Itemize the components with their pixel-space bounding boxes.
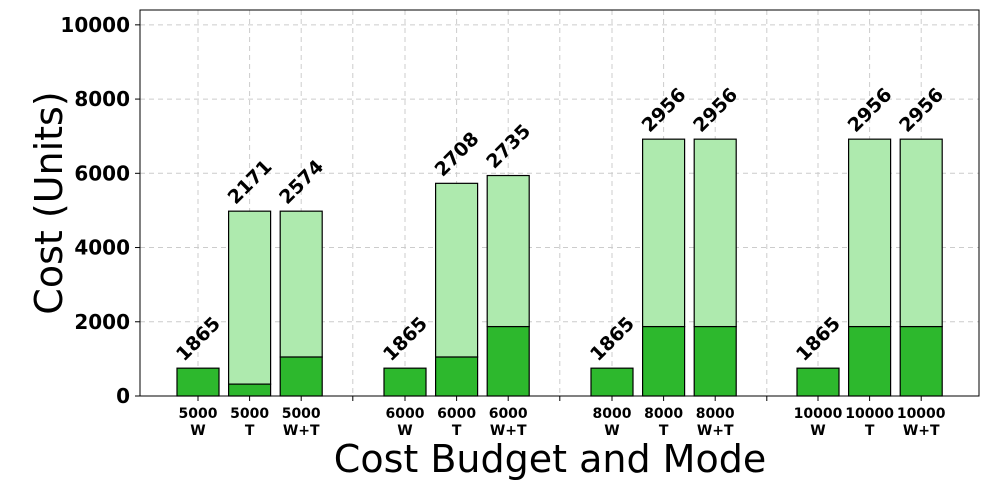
bar-upper-segment (228, 210, 272, 385)
x-tick-label-mode: W (810, 423, 825, 439)
bar-base-segment (486, 325, 530, 397)
bar-base-segment (693, 325, 737, 397)
x-tick-label-budget: 6000 (437, 406, 476, 422)
x-tick-label-budget: 5000 (179, 406, 218, 422)
bar-base-segment (228, 383, 272, 397)
x-tick-label-budget: 10000 (794, 406, 843, 422)
bar-base-segment (796, 367, 840, 397)
x-axis-label: Cost Budget and Mode (334, 437, 766, 481)
x-tick-label-mode: W (397, 423, 412, 439)
x-tick-label-mode: W (190, 423, 205, 439)
x-tick-label-mode: W+T (903, 423, 940, 439)
bar-base-segment (847, 325, 892, 397)
x-tick-label-budget: 5000 (282, 406, 321, 422)
bar-upper-segment (486, 174, 530, 328)
y-axis-ticks: 0 2000 4000 6000 8000 10000 (60, 13, 140, 408)
x-tick-label-budget: 6000 (386, 406, 425, 422)
x-tick-label-budget: 8000 (593, 406, 632, 422)
bar-upper-segment (899, 138, 943, 328)
x-axis-ticks: 5000W5000T5000W+T6000W6000T6000W+T8000W8… (179, 396, 946, 439)
x-tick-label-mode: T (659, 423, 669, 439)
x-tick-label-budget: 8000 (644, 406, 683, 422)
bar-upper-segment (847, 138, 892, 328)
x-tick-label-mode: T (865, 423, 875, 439)
x-tick-label-budget: 8000 (696, 406, 735, 422)
bar-base-segment (383, 367, 427, 397)
x-tick-label-mode: W+T (490, 423, 527, 439)
x-tick-label-mode: T (245, 423, 255, 439)
y-axis-label: Cost (Units) (27, 91, 71, 314)
y-tick-label: 2000 (74, 310, 130, 334)
x-tick-label-budget: 10000 (845, 406, 894, 422)
bar-base-segment (590, 367, 634, 397)
y-tick-label: 6000 (74, 161, 130, 185)
bars (176, 138, 943, 397)
x-tick-label-mode: W+T (697, 423, 734, 439)
y-tick-label: 4000 (74, 236, 130, 260)
plot-frame (139, 9, 980, 397)
bar-base-segment (279, 356, 323, 397)
bar-base-segment (435, 356, 479, 397)
bar-base-segment (176, 367, 220, 397)
x-tick-label-mode: W+T (283, 423, 320, 439)
bar-upper-segment (641, 138, 686, 328)
y-tick-label: 8000 (74, 87, 130, 111)
y-tick-label: 10000 (60, 13, 130, 37)
bar-upper-segment (435, 182, 479, 358)
x-tick-label-mode: W (604, 423, 619, 439)
x-tick-label-budget: 6000 (489, 406, 528, 422)
x-tick-label-mode: T (452, 423, 462, 439)
bar-base-segment (641, 325, 686, 397)
bar-upper-segment (693, 138, 737, 328)
x-tick-label-budget: 10000 (897, 406, 946, 422)
y-tick-label: 0 (116, 384, 130, 408)
bar-upper-segment (279, 210, 323, 358)
x-tick-label-budget: 5000 (230, 406, 269, 422)
bar-base-segment (899, 325, 943, 397)
